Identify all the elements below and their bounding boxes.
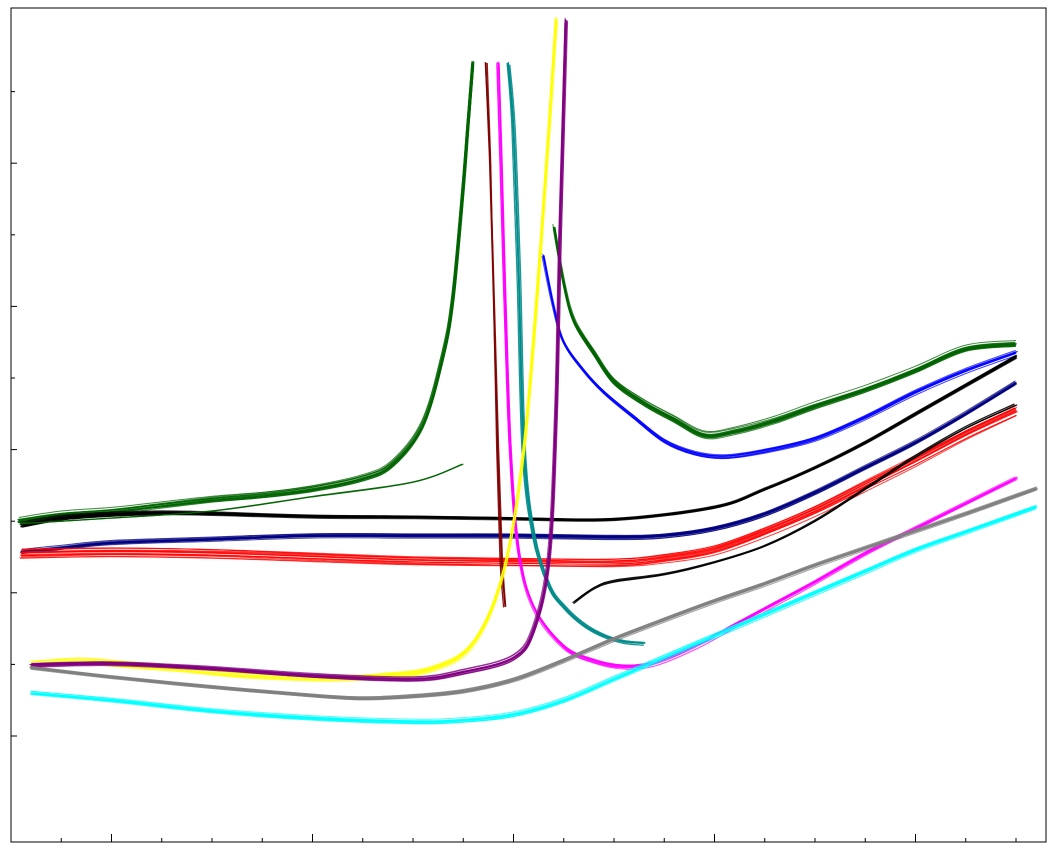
- series-line-11: [29, 18, 567, 682]
- series-10-trace-8: [30, 19, 558, 676]
- series-11-trace-10: [31, 20, 565, 679]
- series-11-trace-12: [31, 20, 565, 678]
- series-11-trace-1: [30, 20, 567, 679]
- series-9-trace-5: [508, 63, 644, 643]
- series-2-trace-1: [554, 229, 1017, 437]
- series-line-5: [20, 381, 1017, 554]
- series-2-trace-13: [555, 227, 1016, 434]
- series-2-trace-3: [554, 231, 1015, 437]
- series-9-trace-6: [508, 62, 644, 642]
- series-9-trace-3: [510, 65, 643, 644]
- series-2-trace-12: [554, 227, 1016, 435]
- series-10-trace-3: [31, 18, 555, 677]
- series-10-trace-11: [31, 21, 556, 681]
- series-10-trace-5: [31, 19, 556, 677]
- series-8-trace-8: [499, 65, 1017, 670]
- series-2-trace-15: [554, 227, 1015, 436]
- series-10-trace-7: [30, 21, 556, 680]
- series-11-trace-11: [31, 19, 566, 678]
- series-line-8: [497, 61, 1018, 669]
- series-2-trace-16: [553, 227, 1017, 435]
- series-2-trace-9: [554, 228, 1016, 437]
- series-11-trace-5: [31, 22, 566, 682]
- series-11-trace-9: [31, 21, 567, 680]
- series-line-9: [507, 62, 645, 645]
- series-10-trace-4: [29, 21, 557, 679]
- series-line-1: [18, 61, 475, 524]
- series-11-trace-14: [31, 22, 566, 679]
- series-8-trace-4: [498, 63, 1016, 667]
- series-2-trace-8: [554, 228, 1016, 436]
- series-line-10: [29, 17, 557, 681]
- series-8-trace-1: [499, 65, 1015, 668]
- series-2-trace-14: [554, 227, 1016, 432]
- series-10-trace-2: [32, 21, 556, 681]
- series-10-trace-10: [31, 19, 555, 677]
- series-8-trace-6: [497, 66, 1017, 668]
- series-line-7: [485, 62, 505, 607]
- series-11-trace-4: [30, 22, 567, 679]
- axes-group: [11, 8, 1046, 842]
- series-8-trace-2: [499, 63, 1016, 667]
- series-10-trace-9: [31, 17, 556, 677]
- series-2-trace-11: [555, 227, 1015, 435]
- series-group: [18, 17, 1038, 724]
- series-11-trace-13: [32, 18, 566, 678]
- series-8-trace-10: [497, 63, 1017, 666]
- series-2-trace-7: [555, 227, 1015, 435]
- series-11-trace-2: [32, 23, 565, 681]
- series-8-trace-12: [498, 61, 1016, 665]
- series-9-trace-1: [507, 63, 645, 643]
- series-8-trace-7: [499, 63, 1015, 667]
- series-8-trace-3: [498, 62, 1016, 665]
- series-2-trace-18: [555, 228, 1015, 436]
- series-8-trace-11: [498, 62, 1016, 665]
- series-2-trace-17: [553, 224, 1017, 432]
- series-10-trace-6: [31, 20, 556, 679]
- series-10-trace-1: [32, 22, 555, 678]
- series-11-trace-3: [31, 20, 566, 679]
- series-2-trace-2: [554, 228, 1015, 437]
- series-11-trace-6: [32, 19, 566, 677]
- series-5-trace-11: [21, 384, 1016, 554]
- plot-frame: [11, 8, 1046, 842]
- series-9-trace-4: [508, 63, 646, 643]
- series-10-trace-12: [31, 17, 557, 675]
- series-8-trace-9: [497, 63, 1018, 666]
- series-2-trace-5: [554, 230, 1015, 437]
- series-2-trace-6: [554, 227, 1016, 435]
- series-11-trace-8: [29, 21, 567, 680]
- series-8-trace-5: [499, 63, 1015, 666]
- series-11-trace-7: [32, 20, 566, 680]
